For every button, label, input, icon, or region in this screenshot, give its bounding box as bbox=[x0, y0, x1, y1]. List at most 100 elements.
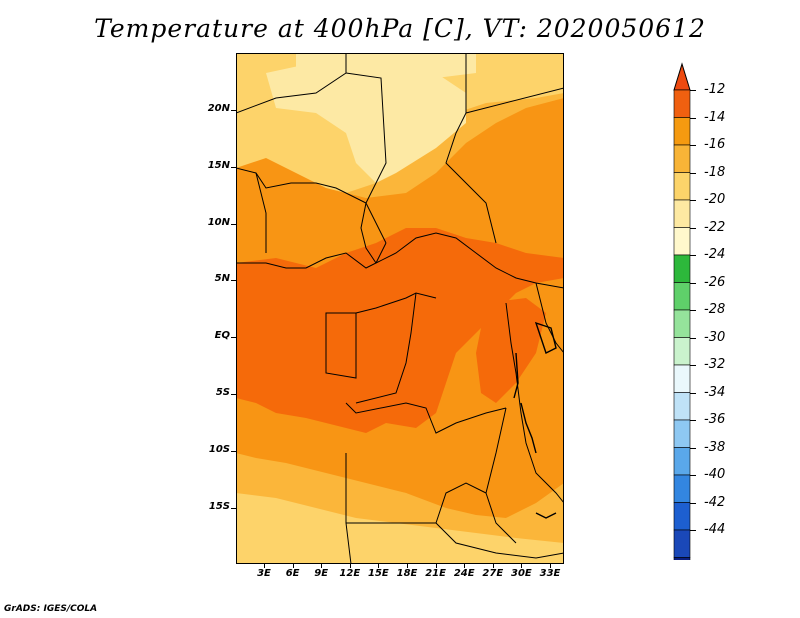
x-tick-label: 27E bbox=[482, 568, 504, 579]
y-tick-mark bbox=[231, 337, 236, 339]
colorbar-swatch bbox=[673, 364, 691, 393]
colorbar-swatch bbox=[673, 282, 691, 311]
colorbar-swatch bbox=[673, 337, 691, 366]
x-tick-mark bbox=[550, 564, 551, 568]
y-tick-label: 15N bbox=[207, 159, 230, 171]
colorbar-label: -20 bbox=[704, 192, 726, 207]
y-tick-label: 15S bbox=[208, 500, 230, 512]
map-band-20-north bbox=[266, 58, 466, 183]
colorbar-swatch bbox=[673, 227, 691, 256]
credit-text: GrADS: IGES/COLA bbox=[4, 604, 98, 614]
colorbar-label: -26 bbox=[704, 274, 726, 290]
map-title: Temperature at 400hPa [C], VT: 202005061… bbox=[94, 14, 706, 43]
map-band-12 bbox=[236, 228, 564, 433]
x-tick-label: 24E bbox=[453, 568, 475, 579]
colorbar-tick bbox=[690, 145, 696, 146]
y-tick-label: 5N bbox=[214, 273, 230, 285]
colorbar-tick bbox=[690, 200, 696, 201]
x-tick-label: 21E bbox=[425, 568, 446, 579]
x-tick-label: 33E bbox=[539, 568, 561, 579]
lakes bbox=[513, 321, 557, 519]
temperature-map bbox=[236, 53, 564, 564]
map-band-16-south bbox=[356, 483, 564, 541]
colorbar-tick bbox=[690, 392, 696, 394]
colorbar-label: -38 bbox=[704, 439, 726, 455]
colorbar-tick bbox=[690, 282, 696, 284]
x-tick-label: 15E bbox=[368, 568, 389, 579]
x-tick-label: 18E bbox=[396, 568, 418, 579]
country-borders bbox=[236, 53, 564, 564]
y-tick-mark bbox=[231, 507, 236, 509]
colorbar-tick bbox=[690, 502, 696, 504]
map-band-18-south bbox=[236, 493, 564, 564]
colorbar-tick bbox=[690, 310, 696, 311]
x-tick-mark bbox=[464, 564, 466, 568]
map-band-12-east bbox=[476, 298, 546, 403]
y-tick-mark bbox=[231, 166, 236, 168]
colorbar-swatch bbox=[673, 447, 691, 476]
colorbar-tick bbox=[690, 447, 696, 449]
colorbar-swatch bbox=[673, 172, 691, 201]
colorbar-swatch bbox=[673, 309, 691, 338]
colorbar-swatch bbox=[673, 474, 691, 503]
colorbar-swatch bbox=[673, 419, 691, 448]
colorbar-tick bbox=[690, 530, 696, 531]
colorbar-swatch bbox=[673, 392, 691, 421]
colorbar-label: -22 bbox=[704, 219, 726, 235]
x-tick-mark bbox=[378, 564, 380, 568]
map-frame bbox=[236, 53, 564, 564]
colorbar-swatch bbox=[673, 502, 691, 531]
map-band-20-tongue bbox=[296, 53, 476, 78]
colorbar-label: -16 bbox=[704, 137, 726, 152]
x-tick-label: 12E bbox=[339, 568, 361, 579]
y-tick-label: EQ bbox=[214, 330, 230, 342]
y-tick-label: 5S bbox=[215, 387, 230, 398]
colorbar-tick bbox=[690, 172, 696, 174]
colorbar-swatch bbox=[673, 89, 691, 118]
x-tick-mark bbox=[492, 564, 494, 568]
colorbar-swatch bbox=[673, 199, 691, 228]
y-tick-mark bbox=[231, 394, 236, 395]
y-tick-label: 10S bbox=[208, 443, 230, 455]
colorbar-tick bbox=[690, 337, 696, 339]
colorbar-swatch bbox=[673, 529, 691, 558]
x-tick-mark bbox=[321, 564, 323, 568]
x-tick-label: 6E bbox=[285, 568, 300, 579]
colorbar-swatch bbox=[673, 117, 691, 146]
colorbar-label: -18 bbox=[704, 164, 726, 180]
colorbar-tick bbox=[690, 117, 696, 119]
x-tick-mark bbox=[292, 564, 294, 568]
colorbar-top-arrow bbox=[673, 62, 691, 91]
colorbar-tick bbox=[690, 420, 696, 421]
y-tick-mark bbox=[231, 450, 236, 452]
colorbar-label: -34 bbox=[704, 384, 726, 400]
colorbar-label: -32 bbox=[704, 357, 726, 372]
colorbar-label: -44 bbox=[704, 522, 726, 537]
x-tick-mark bbox=[349, 564, 351, 568]
y-tick-mark bbox=[231, 223, 236, 225]
colorbar-swatch bbox=[673, 254, 691, 283]
colorbar-tick bbox=[690, 227, 696, 229]
colorbar-swatch bbox=[673, 557, 691, 560]
colorbar-label: -14 bbox=[704, 109, 726, 125]
colorbar-label: -24 bbox=[704, 247, 726, 262]
colorbar-label: -30 bbox=[704, 329, 726, 345]
colorbar-tick bbox=[690, 365, 696, 366]
colorbar-label: -28 bbox=[704, 302, 726, 317]
y-tick-mark bbox=[231, 280, 236, 282]
colorbar-tick bbox=[690, 90, 696, 91]
x-tick-mark bbox=[407, 564, 408, 568]
colorbar-label: -36 bbox=[704, 412, 726, 427]
y-tick-label: 20N bbox=[207, 103, 230, 114]
colorbar-label: -40 bbox=[704, 467, 726, 482]
colorbar-label: -42 bbox=[704, 494, 726, 510]
y-tick-mark bbox=[231, 110, 236, 111]
x-tick-label: 9E bbox=[314, 568, 329, 579]
colorbar-tick bbox=[690, 475, 696, 476]
x-tick-label: 30E bbox=[511, 568, 532, 579]
colorbar-label: -12 bbox=[704, 82, 726, 97]
colorbar-tick bbox=[690, 255, 696, 256]
x-tick-label: 3E bbox=[257, 568, 271, 579]
colorbar bbox=[673, 62, 691, 560]
colorbar-swatch bbox=[673, 144, 691, 173]
